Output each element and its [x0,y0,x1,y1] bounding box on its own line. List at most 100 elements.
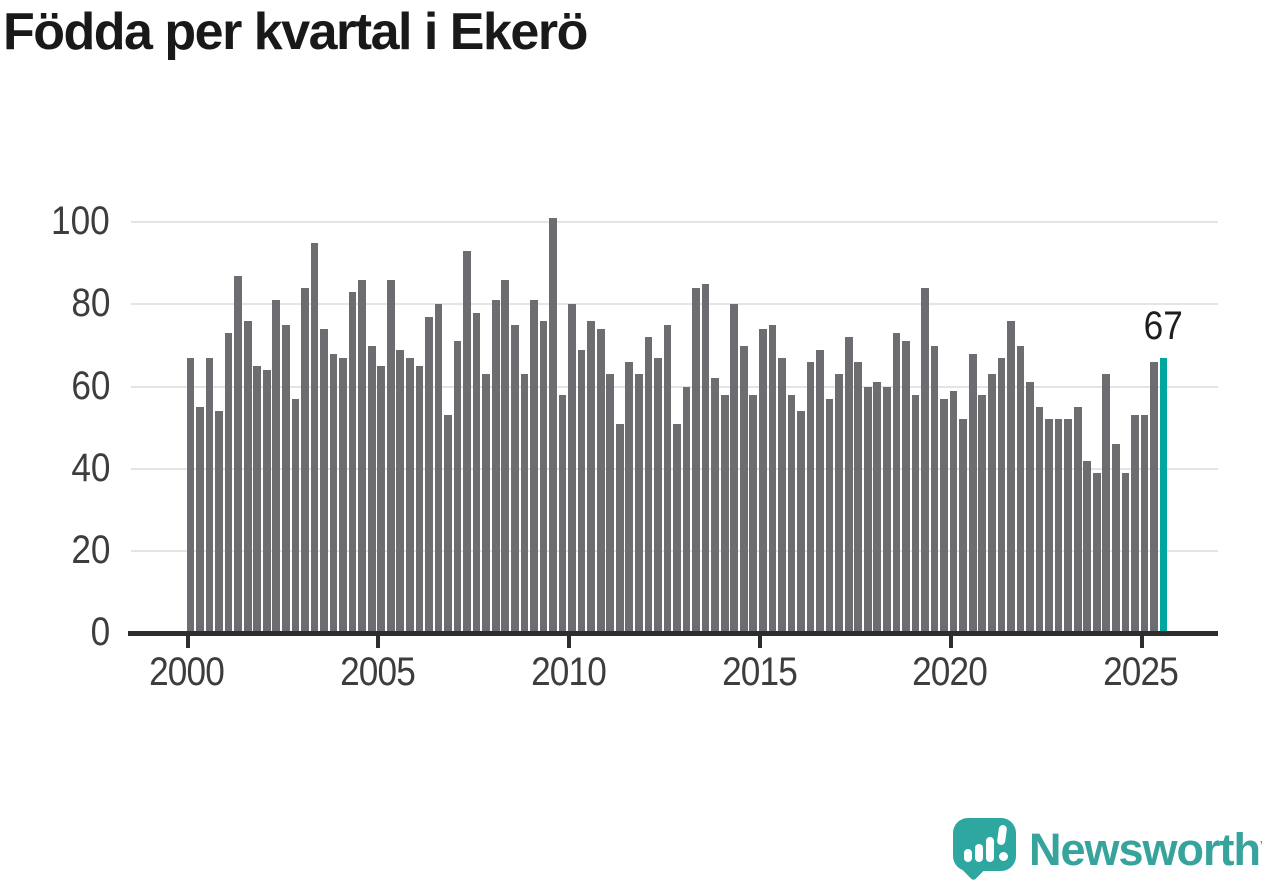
gridline-60 [131,385,1218,388]
bar-2018-q1 [873,382,882,633]
bar-2008-q3 [510,324,519,633]
bar-2000-q4 [215,411,223,633]
last-value-label: 67 [1143,303,1184,348]
bar-2020-q4 [978,394,987,633]
bar-2011-q3 [625,361,634,633]
bar-2004-q4 [367,345,376,633]
bar-2012-q1 [644,337,653,633]
bar-2020-q2 [959,419,968,633]
bar-2013-q2 [692,288,700,633]
bar-2015-q3 [778,357,786,633]
bar-2005-q2 [386,279,395,633]
x-tick-label-2010: 2010 [530,650,607,694]
bar-2006-q4 [444,415,452,633]
bar-2017-q1 [835,374,843,633]
bar-2021-q4 [1016,345,1025,633]
x-axis-tick-2020 [948,636,953,648]
bar-2018-q4 [902,341,910,633]
bar-2019-q2 [921,288,929,633]
bar-2020-q1 [949,390,958,633]
bar-2016-q3 [816,349,824,633]
bar-2023-q3 [1083,460,1092,633]
bar-2015-q1 [759,329,767,633]
bar-2005-q1 [377,366,386,633]
bar-2006-q2 [425,316,433,633]
bar-2013-q1 [682,386,691,633]
bar-2008-q2 [501,279,510,633]
bar-2003-q1 [301,288,309,633]
logo-chart-bar-small [964,849,972,862]
bar-2014-q3 [739,345,748,633]
y-tick-label-60: 60 [70,363,110,408]
bar-2005-q3 [396,349,405,633]
bar-2004-q1 [339,357,347,633]
bar-2007-q2 [463,251,471,633]
bar-2012-q4 [673,423,681,633]
bar-2014-q2 [730,304,739,633]
gridline-80 [131,303,1218,306]
newsworthy-wordmark: Newsworthy [1029,824,1262,875]
bar-2000-q2 [196,407,204,633]
bar-2017-q2 [844,337,853,633]
bar-2013-q3 [701,283,710,633]
bar-2018-q3 [892,333,901,633]
bar-2016-q4 [825,398,834,633]
bar-2020-q3 [968,353,977,633]
bar-2014-q1 [720,394,729,633]
x-axis-line [128,631,1218,636]
bar-2006-q3 [434,304,443,633]
x-axis-tick-2025 [1139,636,1144,648]
newsworthy-logo: Newsworthy [953,818,1262,881]
chart-title: Födda per kvartal i Ekerö [3,3,588,61]
bar-2007-q1 [453,341,462,633]
bar-2021-q2 [997,357,1006,633]
bar-2002-q1 [262,370,271,633]
bar-2002-q2 [272,300,281,633]
newsworthy-logo-icon [953,818,1016,881]
bar-2017-q3 [854,361,863,633]
bar-2008-q4 [520,374,529,633]
x-tick-label-2020: 2020 [912,650,988,694]
bar-2021-q1 [987,374,996,633]
bar-2017-q4 [863,386,872,633]
bar-2007-q3 [472,312,481,633]
bar-2000-q1 [186,357,195,633]
logo-exclamation-dot [999,852,1008,861]
x-axis-tick-2010 [567,636,572,648]
bar-2018-q2 [883,386,891,633]
y-tick-label-80: 80 [70,281,110,326]
bar-2009-q3 [549,218,557,633]
y-tick-label-20: 20 [70,527,110,572]
bar-2013-q4 [711,378,719,633]
bar-2011-q4 [634,374,643,633]
bar-2004-q2 [348,292,357,633]
bar-2022-q1 [1026,382,1034,633]
logo-chart-bar-medium [975,844,983,862]
bar-2000-q3 [205,357,214,633]
bar-2011-q2 [615,423,624,633]
bar-2025-q2 [1150,361,1158,633]
logo-exclamation-bar [996,824,1008,846]
bar-2005-q4 [406,357,414,633]
bar-2003-q4 [329,353,338,633]
bar-2009-q2 [539,320,548,633]
y-tick-label-0: 0 [90,610,110,654]
bar-2023-q2 [1073,407,1082,633]
x-tick-label-2005: 2005 [339,650,416,694]
bar-2023-q4 [1092,472,1101,633]
y-tick-label-40: 40 [70,445,110,490]
bar-2015-q2 [768,324,777,633]
x-tick-label-2000: 2000 [149,650,225,694]
bar-2004-q3 [358,279,366,633]
bar-2024-q4 [1131,415,1139,633]
bar-2012-q3 [663,324,672,633]
bar-2003-q3 [320,329,328,633]
bar-2003-q2 [310,242,319,633]
x-axis-tick-2000 [185,636,190,648]
bar-2024-q2 [1111,444,1120,633]
bar-2001-q4 [253,366,262,633]
bar-2010-q4 [596,329,605,633]
x-axis-tick-2005 [376,636,381,648]
bar-2024-q1 [1102,374,1111,633]
